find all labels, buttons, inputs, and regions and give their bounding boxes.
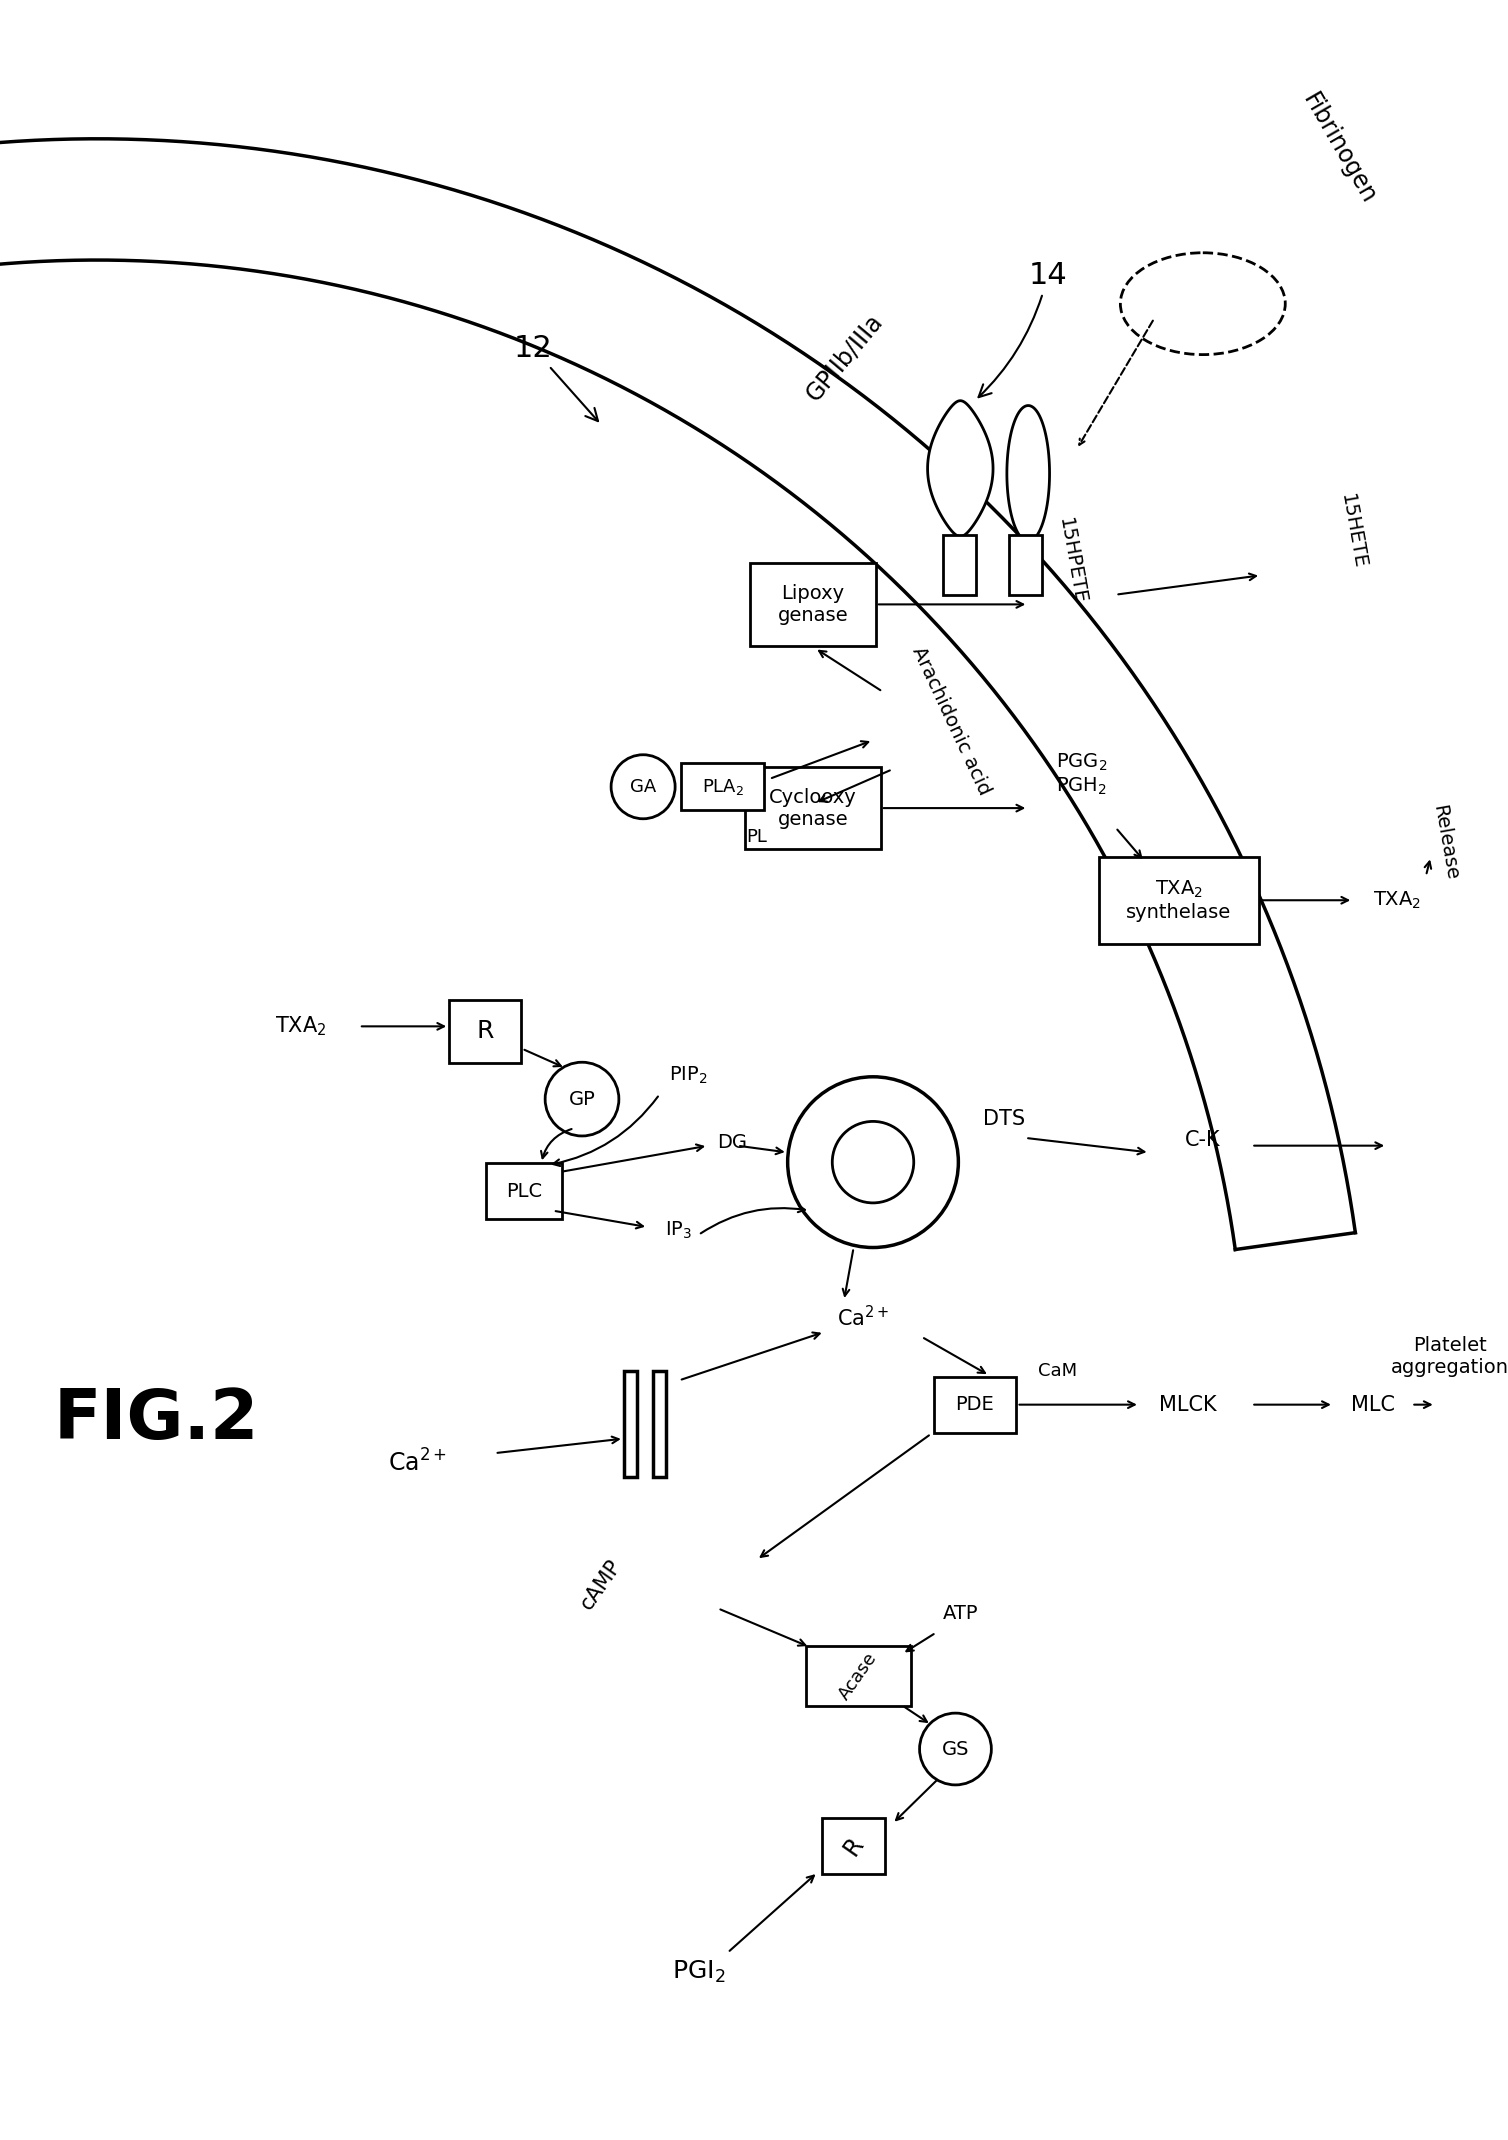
FancyBboxPatch shape	[1098, 856, 1259, 944]
FancyBboxPatch shape	[807, 1646, 911, 1706]
Text: GA: GA	[630, 777, 656, 796]
Text: DG: DG	[718, 1134, 748, 1151]
Text: IP$_3$: IP$_3$	[665, 1220, 692, 1241]
Text: Platelet
aggregation: Platelet aggregation	[1392, 1335, 1508, 1376]
Text: Cyclooxy
genase: Cyclooxy genase	[769, 788, 857, 828]
Text: 15HPETE: 15HPETE	[1056, 516, 1089, 606]
Text: GP: GP	[569, 1089, 596, 1109]
FancyBboxPatch shape	[682, 764, 765, 811]
Text: R: R	[838, 1832, 869, 1860]
Text: Ca$^{2+}$: Ca$^{2+}$	[388, 1449, 446, 1477]
Text: ATP: ATP	[942, 1603, 979, 1622]
Circle shape	[832, 1121, 914, 1203]
Text: GPIIb/IIIa: GPIIb/IIIa	[801, 308, 887, 404]
Text: Fibrinogen: Fibrinogen	[1297, 90, 1380, 208]
Text: Lipoxy
genase: Lipoxy genase	[778, 584, 847, 625]
Text: PGI$_2$: PGI$_2$	[671, 1958, 725, 1986]
Text: DTS: DTS	[983, 1109, 1025, 1128]
Text: MLCK: MLCK	[1160, 1395, 1217, 1415]
Text: C-K: C-K	[1185, 1130, 1221, 1149]
Text: TXA$_2$: TXA$_2$	[1372, 890, 1421, 912]
Text: R: R	[477, 1019, 493, 1042]
Text: TXA$_2$: TXA$_2$	[274, 1014, 326, 1038]
Text: cAMP: cAMP	[578, 1556, 626, 1614]
Polygon shape	[942, 535, 976, 595]
Text: Release: Release	[1430, 802, 1461, 882]
Text: PLA$_2$: PLA$_2$	[701, 777, 743, 796]
Circle shape	[546, 1061, 618, 1136]
FancyBboxPatch shape	[822, 1817, 885, 1875]
Polygon shape	[927, 400, 994, 537]
Polygon shape	[653, 1372, 667, 1477]
Text: GS: GS	[941, 1740, 970, 1759]
Text: Ca$^{2+}$: Ca$^{2+}$	[837, 1305, 890, 1329]
Text: 12: 12	[514, 334, 599, 422]
Text: TXA$_2$
synthelase: TXA$_2$ synthelase	[1126, 880, 1231, 922]
FancyBboxPatch shape	[486, 1164, 561, 1220]
Polygon shape	[1007, 407, 1050, 541]
FancyBboxPatch shape	[933, 1376, 1016, 1434]
Text: FIG.2: FIG.2	[53, 1387, 259, 1453]
Text: PGG$_2$
PGH$_2$: PGG$_2$ PGH$_2$	[1056, 751, 1107, 796]
Circle shape	[611, 755, 676, 820]
Polygon shape	[624, 1372, 638, 1477]
FancyBboxPatch shape	[449, 999, 522, 1064]
Text: PIP$_2$: PIP$_2$	[670, 1064, 709, 1085]
Text: PL: PL	[746, 828, 768, 845]
Circle shape	[787, 1076, 959, 1248]
Text: 15HETE: 15HETE	[1338, 492, 1369, 571]
Polygon shape	[1009, 535, 1042, 595]
Text: CaM: CaM	[1038, 1361, 1077, 1380]
Circle shape	[920, 1714, 991, 1785]
Text: Acase: Acase	[835, 1650, 881, 1703]
Text: Arachidonic acid: Arachidonic acid	[908, 644, 994, 798]
Text: MLC: MLC	[1351, 1395, 1395, 1415]
FancyBboxPatch shape	[745, 766, 881, 850]
Text: 14: 14	[979, 261, 1068, 398]
Text: PLC: PLC	[505, 1181, 541, 1201]
FancyBboxPatch shape	[749, 563, 876, 646]
Text: PDE: PDE	[956, 1395, 994, 1415]
